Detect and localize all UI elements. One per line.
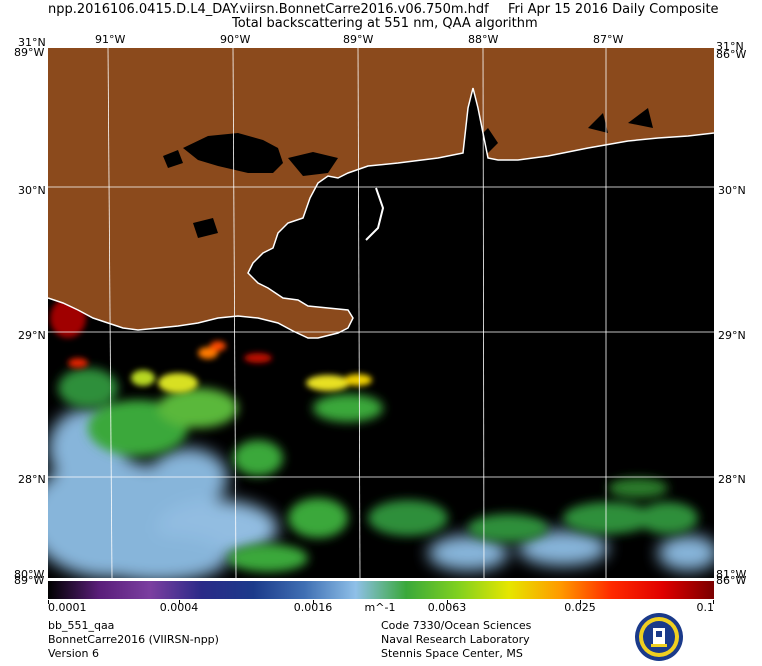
corner-top-right-lat: 31°N xyxy=(716,40,744,53)
lon-label-89w: 89°W xyxy=(343,33,374,46)
low-backscatter-blue xyxy=(48,408,714,578)
lat-label-28n-right: 28°N xyxy=(718,473,746,486)
lat-label-30n-right: 30°N xyxy=(718,184,746,197)
mid-backscatter-green xyxy=(58,368,698,572)
colorbar-units: m^-1 xyxy=(364,601,396,614)
image-filename: npp.2016106.0415.D.L4_DAY.viirsn.BonnetC… xyxy=(48,2,489,17)
region-name: BonnetCarre2016 (VIIRSN-npp) xyxy=(48,633,219,646)
colorbar-tick-mark-3 xyxy=(447,600,448,604)
product-name: bb_551_qaa xyxy=(48,619,115,632)
colorbar-tick-2: 0.0016 xyxy=(293,601,333,614)
colorbar xyxy=(48,581,714,599)
colorbar-tick-mark-2 xyxy=(313,600,314,604)
corner-top-left-lon: 89°W xyxy=(14,46,45,59)
version-text: Version 6 xyxy=(48,647,99,660)
colorbar-tick-mark-4 xyxy=(580,600,581,604)
nrl-seal-icon xyxy=(634,612,684,662)
org-code: Code 7330/Ocean Sciences xyxy=(381,619,532,632)
colorbar-tick-mark-1 xyxy=(179,600,180,604)
corner-top-right-lon: 86°W xyxy=(716,48,747,61)
inland-water xyxy=(163,108,653,238)
colorbar-tick-mark-5 xyxy=(713,600,714,604)
lat-label-29n-right: 29°N xyxy=(718,329,746,342)
lon-label-88w: 88°W xyxy=(468,33,499,46)
lat-label-29n-left: 29°N xyxy=(18,329,46,342)
lat-label-30n-left: 30°N xyxy=(18,184,46,197)
corner-bottom-right-b: 86°W xyxy=(716,574,747,587)
colorbar-tick-5: 0.1 xyxy=(696,601,715,614)
composite-date: Fri Apr 15 2016 Daily Composite xyxy=(508,2,719,17)
corner-top-left-lat: 31°N xyxy=(18,36,46,49)
colorbar-tick-0: 0.0001 xyxy=(48,601,87,614)
corner-bottom-left-a: 80°W xyxy=(14,568,45,581)
lon-label-87w: 87°W xyxy=(593,33,624,46)
coastline xyxy=(48,87,714,339)
backscatter-map xyxy=(48,48,714,578)
lon-label-91w: 91°W xyxy=(95,33,126,46)
colorbar-tick-3: 0.0063 xyxy=(427,601,467,614)
org-name: Naval Research Laboratory xyxy=(381,633,530,646)
colorbar-tick-mark-0 xyxy=(48,600,49,604)
colorbar-tick-1: 0.0004 xyxy=(159,601,199,614)
product-subtitle: Total backscattering at 551 nm, QAA algo… xyxy=(232,16,538,31)
corner-bottom-left-b: 89°W xyxy=(14,574,45,587)
org-location: Stennis Space Center, MS xyxy=(381,647,523,660)
lat-label-28n-left: 28°N xyxy=(18,473,46,486)
lat-lon-grid xyxy=(48,48,714,578)
land-mass xyxy=(48,48,714,338)
lon-label-90w: 90°W xyxy=(220,33,251,46)
corner-bottom-right-a: 81°W xyxy=(716,568,747,581)
colorbar-tick-4: 0.025 xyxy=(564,601,596,614)
chandeleur-islands xyxy=(365,187,385,241)
